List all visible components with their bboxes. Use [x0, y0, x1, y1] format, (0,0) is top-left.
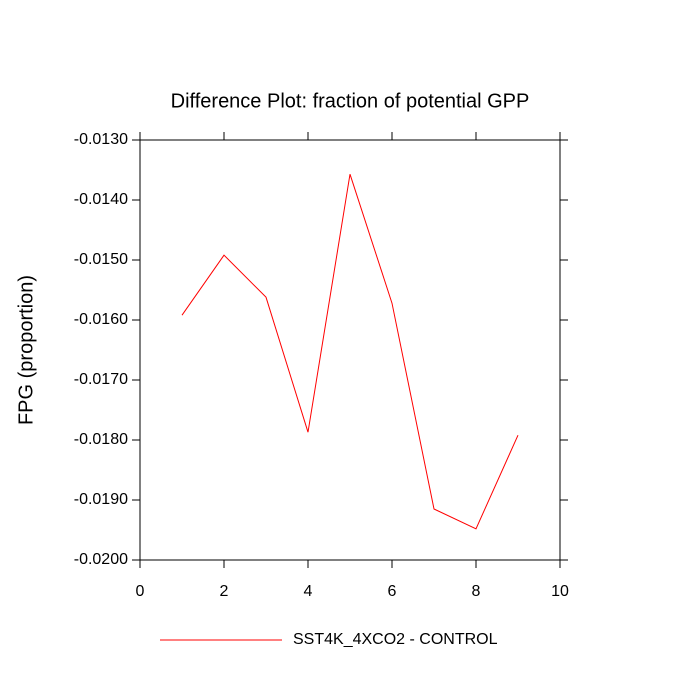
y-tick-label: -0.0200: [74, 551, 128, 568]
x-tick-label: 0: [136, 583, 145, 600]
x-tick-label: 8: [472, 583, 481, 600]
data-line: [181, 174, 519, 530]
legend-label: SST4K_4XCO2 - CONTROL: [293, 631, 498, 648]
y-tick-label: -0.0160: [74, 311, 128, 328]
y-tick-label: -0.0170: [74, 371, 128, 388]
x-tick-label: 2: [220, 583, 229, 600]
x-tick-label: 6: [388, 583, 397, 600]
plot-frame: [139, 139, 561, 561]
x-tick-label: 10: [551, 583, 569, 600]
y-tick-label: -0.0140: [74, 191, 128, 208]
chart-title: Difference Plot: fraction of potential G…: [171, 90, 530, 112]
y-tick-label: -0.0150: [74, 251, 128, 268]
y-tick-label: -0.0190: [74, 491, 128, 508]
y-axis-label: FPG (proportion): [15, 275, 37, 425]
y-tick-label: -0.0130: [74, 131, 128, 148]
y-tick-label: -0.0180: [74, 431, 128, 448]
x-tick-label: 4: [304, 583, 313, 600]
